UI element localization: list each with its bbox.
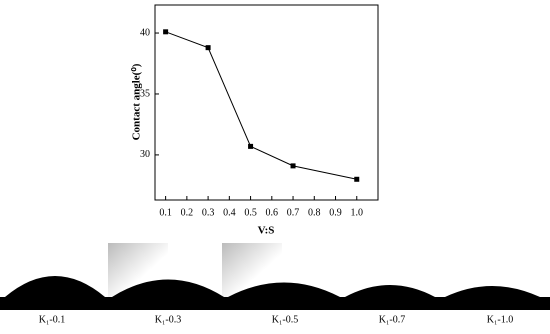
y-tick-label: 30 [140, 149, 150, 160]
droplet-label: K₁-1.0 [487, 314, 514, 325]
droplet [228, 282, 340, 297]
y-tick-label: 40 [140, 27, 150, 38]
x-tick-label: 0.2 [181, 207, 194, 218]
marker [248, 143, 254, 149]
droplet-label: K₁-0.1 [39, 314, 66, 325]
x-tick-label: 0.5 [244, 207, 257, 218]
x-tick-label: 0.3 [202, 207, 215, 218]
y-tick-label: 35 [140, 88, 150, 99]
x-tick-label: 0.8 [308, 207, 321, 218]
marker [163, 29, 169, 35]
droplet-label: K₁-0.5 [272, 314, 299, 325]
series-line [165, 31, 357, 180]
x-tick-label: 0.7 [287, 207, 300, 218]
marker [354, 176, 360, 182]
marker [290, 163, 296, 169]
substrate [0, 297, 550, 310]
x-tick-label: 0.6 [266, 207, 279, 218]
droplet [345, 285, 435, 297]
plot-frame [154, 4, 379, 201]
x-tick-label: 1.0 [351, 207, 364, 218]
droplet-label: K₁-0.3 [155, 314, 182, 325]
x-tick-label: 0.1 [159, 207, 172, 218]
marker [205, 45, 211, 51]
x-tick-label: 0.9 [329, 207, 342, 218]
droplet [5, 276, 105, 297]
droplet [112, 279, 224, 297]
x-tick-label: 0.4 [223, 207, 236, 218]
droplet [445, 286, 540, 297]
axis-title: Contact angle(⁰) [131, 63, 143, 140]
axis-title: V:S [258, 225, 275, 237]
droplet-label: K₁-0.7 [379, 314, 406, 325]
